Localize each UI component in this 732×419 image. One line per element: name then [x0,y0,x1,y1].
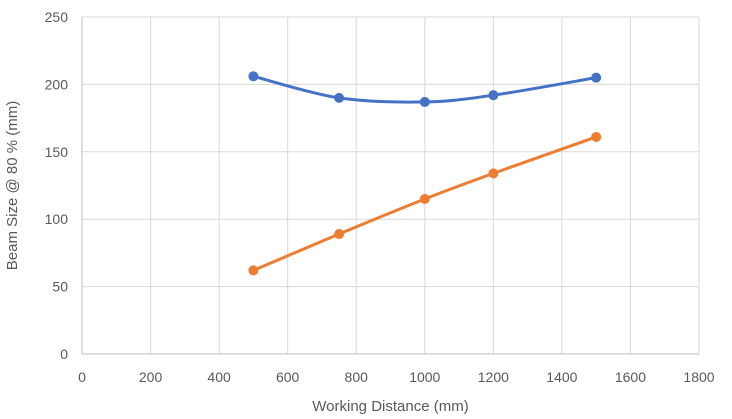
x-tick-label: 1400 [546,369,577,385]
series-2-point [419,193,430,204]
y-tick-label: 50 [52,279,68,295]
axes [81,17,699,355]
y-tick-label: 0 [60,346,68,362]
y-tick-label: 150 [45,144,69,160]
x-tick-label: 1200 [478,369,509,385]
series-2-point [591,131,602,142]
x-tick-label: 1800 [683,369,714,385]
series-1-point [248,71,259,82]
x-tick-label: 1600 [615,369,646,385]
series-2-point [334,229,345,240]
y-tick-label: 100 [45,211,69,227]
x-tick-label: 0 [78,369,86,385]
series-1-point [591,72,602,83]
series-2-point [248,265,259,276]
series-layer [248,71,602,276]
x-tick-label: 400 [207,369,231,385]
y-tick-label: 200 [45,76,69,92]
series-2-point [488,168,499,179]
x-axis-title: Working Distance (mm) [312,398,468,415]
x-tick-label: 200 [139,369,163,385]
gridlines [82,16,700,354]
x-tick-label: 600 [276,369,300,385]
series-1-point [488,90,499,101]
y-tick-label: 250 [45,9,69,25]
series-1-point [419,96,430,107]
series-1-point [334,92,345,103]
x-tick-label: 1000 [409,369,440,385]
tick-labels: 0 50 100 150 200 250 0 200 400 600 800 1000 1200 1400… [45,9,715,385]
y-axis-title: Beam Size @ 80 % (mm) [4,101,21,270]
x-tick-label: 800 [345,369,369,385]
